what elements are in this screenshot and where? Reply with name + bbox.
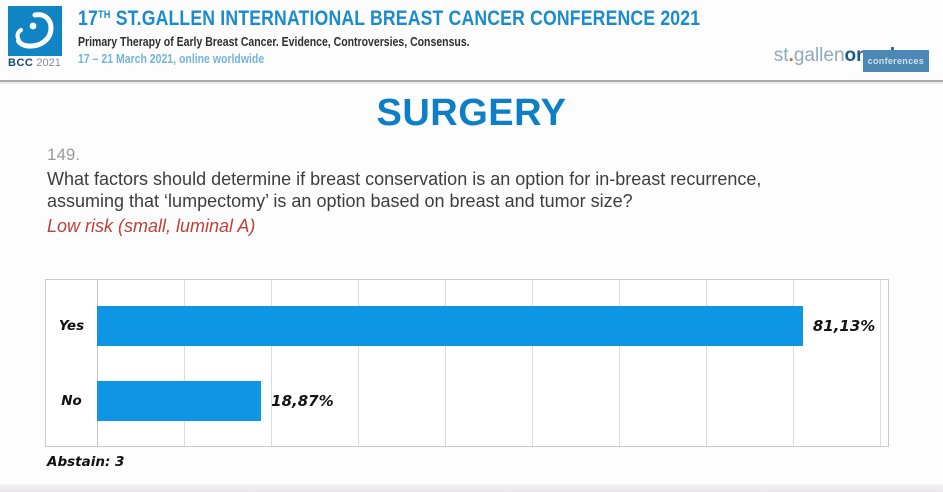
category-label: Yes <box>58 317 85 334</box>
question-risk-highlight: Low risk (small, luminal A) <box>47 216 256 236</box>
category-label: No <box>61 392 82 409</box>
gridline <box>357 280 359 446</box>
conference-dates: 17 – 21 March 2021, online worldwide <box>78 52 265 66</box>
bar-track: 18,87% <box>97 380 880 421</box>
gridline <box>445 280 446 446</box>
gridline <box>793 280 794 446</box>
gridline <box>880 280 881 446</box>
brand-st: st <box>773 45 789 66</box>
question-block: 149. What factors should determine if br… <box>47 145 867 237</box>
brand-dot-icon: . <box>788 45 794 66</box>
bcc-logo-text: BCC <box>8 57 34 69</box>
value-label: 18,87% <box>271 391 334 410</box>
bar-track: 81,13% <box>97 305 880 346</box>
chart-row-no: No 18,87% <box>46 380 880 421</box>
gridline <box>618 280 620 446</box>
bcc-logo-caption: BCC 2021 <box>8 57 66 69</box>
bcc-logo-block: BCC 2021 <box>8 6 66 69</box>
chart-rows: Yes 81,13% No 18,87% <box>46 280 880 446</box>
gridline <box>184 280 185 446</box>
title-number: 17 <box>78 7 98 30</box>
conference-title: 17TH ST.GALLEN INTERNATIONAL BREAST CANC… <box>78 7 700 31</box>
question-number: 149. <box>47 145 81 164</box>
chart-row-yes: Yes 81,13% <box>46 305 880 346</box>
footer-strip <box>0 484 943 492</box>
page-title: SURGERY <box>376 92 567 134</box>
gridline <box>706 280 707 446</box>
gridline <box>271 280 272 446</box>
title-rest: ST.GALLEN INTERNATIONAL BREAST CANCER CO… <box>110 7 701 30</box>
chart-gridlines <box>97 280 881 446</box>
header-text-block: 17TH ST.GALLEN INTERNATIONAL BREAST CANC… <box>78 7 819 66</box>
bcc-logo <box>8 6 62 56</box>
bcc-logo-year: 2021 <box>36 57 61 69</box>
stgallen-oncology-logo: st.gallenoncology conferences <box>773 45 929 72</box>
bar-no <box>97 380 262 421</box>
brand-conferences-badge: conferences <box>862 50 929 72</box>
header-divider <box>0 80 943 84</box>
bar-chart: Yes 81,13% No 18,87% <box>45 279 889 447</box>
gridline <box>97 280 98 446</box>
title-ordinal: TH <box>97 9 111 21</box>
value-label: 81,13% <box>812 316 876 335</box>
bcc-swan-icon <box>15 12 54 49</box>
gridline <box>532 280 533 446</box>
conference-subtitle: Primary Therapy of Early Breast Cancer. … <box>78 35 470 49</box>
conference-header: BCC 2021 17TH ST.GALLEN INTERNATIONAL BRE… <box>0 0 943 80</box>
bar-yes <box>97 305 803 346</box>
question-text: What factors should determine if breast … <box>47 169 762 211</box>
brand-gallen: gallen <box>793 45 845 66</box>
abstain-note: Abstain: 3 <box>47 454 125 470</box>
